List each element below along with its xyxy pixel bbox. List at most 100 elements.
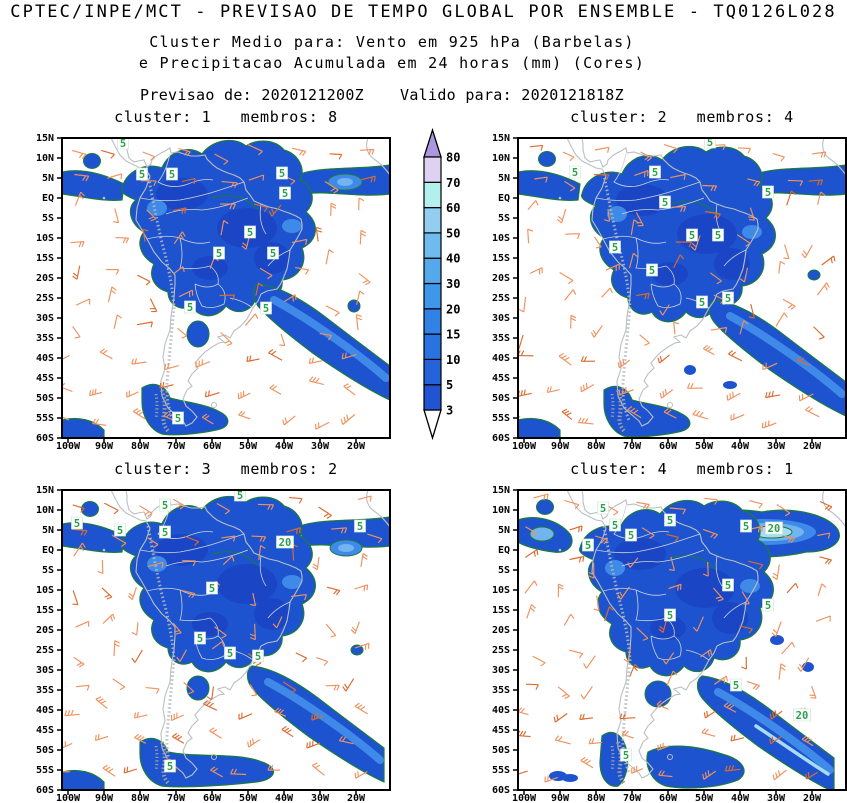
border-line (650, 283, 682, 308)
contour-label: 5 (725, 580, 731, 592)
wind-barb (630, 219, 639, 236)
wind-barb (739, 625, 753, 634)
wind-barb (136, 321, 153, 328)
wind-barb (268, 349, 283, 361)
wind-barb (668, 583, 682, 591)
wind-barb (308, 376, 324, 386)
wind-barb (808, 179, 824, 186)
wind-barb (561, 408, 573, 421)
wind-barb (306, 740, 321, 749)
map-frame (517, 489, 847, 791)
contour-label-box (224, 646, 236, 660)
wind-barb (206, 686, 215, 701)
lat-tick-label: 5N (497, 173, 510, 184)
contour-label: 5 (270, 248, 276, 260)
wind-barb (269, 384, 282, 395)
lon-tick-label: 90W (94, 441, 114, 452)
wind-barb (318, 506, 332, 519)
wind-barb (666, 670, 678, 686)
wind-barb (728, 350, 743, 362)
wind-barb (701, 728, 716, 737)
colorbar-segment (423, 308, 442, 335)
wind-barb (350, 621, 360, 635)
contour-label: 5 (357, 521, 363, 533)
contour-label-box (609, 240, 621, 254)
wind-barb (311, 712, 324, 721)
wind-barb (580, 756, 594, 769)
wind-barb (147, 561, 164, 568)
wind-barb (746, 681, 761, 691)
wind-barb (325, 305, 340, 317)
lat-tick-label: 25S (491, 293, 510, 304)
wind-barb (669, 507, 687, 515)
contour-label-box (696, 295, 708, 309)
wind-barb (812, 151, 827, 158)
island (102, 196, 106, 200)
precip-area (616, 184, 668, 216)
lat-tick-label: 40S (35, 705, 54, 716)
wind-barb (329, 153, 343, 160)
wind-barb (183, 681, 195, 695)
wind-barb (210, 766, 223, 778)
contour-label: 20 (796, 710, 809, 722)
wind-barb (730, 413, 745, 421)
lat-tick-label: EQ (41, 193, 54, 204)
precip-area (708, 299, 845, 417)
lat-tick-label: 15S (491, 605, 510, 616)
precip-area (536, 499, 554, 515)
wind-barb (222, 555, 235, 566)
contour-label: 5 (139, 169, 145, 181)
lon-tick-label: 50W (694, 441, 714, 452)
wind-barb (702, 770, 717, 780)
contour-label-box (664, 513, 676, 527)
wind-barb (640, 151, 652, 162)
lon-tick-label: 60W (658, 441, 678, 452)
wind-barb (249, 684, 258, 697)
wind-barb (569, 555, 585, 563)
wind-barb (761, 420, 777, 429)
wind-barb (815, 615, 831, 622)
wind-barb (819, 556, 832, 565)
wind-barb (259, 267, 273, 280)
contour-label: 5 (197, 633, 203, 645)
andes-stipple (602, 525, 632, 775)
contour-label-box (646, 263, 658, 277)
colorbar-tick-label: 40 (446, 252, 460, 266)
wind-barb (692, 616, 704, 632)
border-line (194, 283, 226, 308)
lat-tick-label: 60S (491, 785, 510, 796)
map-panel-2: 5 5 5 5 5 5 5 5 5 5 5 (513, 137, 847, 443)
lat-tick-label: EQ (497, 193, 510, 204)
wind-barb (249, 623, 256, 641)
wind-barb (220, 220, 229, 236)
wind-barb (617, 358, 631, 369)
wind-barb (248, 174, 265, 181)
wind-barb (580, 356, 596, 362)
precip-area (562, 774, 578, 782)
lon-tick-label: 60W (658, 793, 678, 803)
andes-stipple (146, 173, 176, 423)
wind-barb (106, 269, 120, 275)
contour-label-box (582, 538, 594, 552)
wind-barb (705, 210, 721, 219)
precip-area (770, 635, 784, 645)
map-frame (517, 137, 847, 439)
lat-tick-label: 50S (35, 745, 54, 756)
wind-barb (670, 173, 686, 180)
wind-barb (527, 228, 534, 244)
wind-barb (631, 765, 644, 774)
contour-label: 5 (117, 525, 123, 537)
wind-barb (308, 357, 323, 364)
contour-label: 5 (662, 197, 668, 209)
wind-barb (663, 408, 677, 419)
wind-barb (216, 503, 230, 515)
wind-barb (623, 646, 631, 663)
lat-tick-label: 40S (491, 353, 510, 364)
wind-barb (111, 534, 127, 547)
wind-barb (361, 175, 376, 183)
wind-barb (796, 356, 811, 366)
lon-tick-label: 80W (586, 441, 606, 452)
wind-barb (782, 535, 795, 543)
wind-barb (249, 592, 257, 607)
wind-barb (230, 768, 247, 776)
